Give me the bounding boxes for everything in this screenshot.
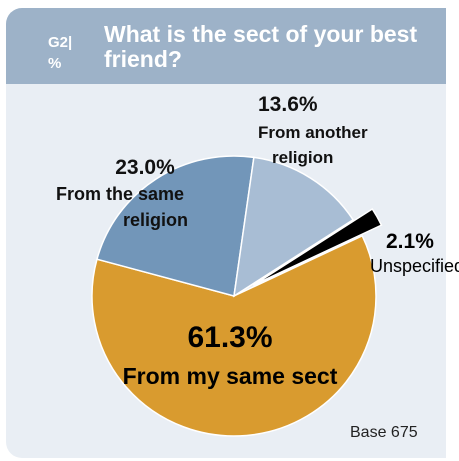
value-label-another-religion: 13.6%	[258, 93, 318, 116]
slice-another-religion	[233, 156, 355, 298]
category-label-unspecified: Unspecified	[370, 256, 459, 276]
value-label-unspecified: 2.1%	[386, 230, 434, 253]
category-label-same-religion-line1: From the same	[56, 184, 184, 204]
slice-unspecified	[252, 207, 383, 286]
question-code: G2| %	[48, 34, 73, 72]
value-label-same-religion: 23.0%	[115, 156, 175, 179]
slice-same-religion	[96, 155, 255, 297]
slice-same-sect	[91, 234, 377, 437]
header-bar	[6, 8, 446, 84]
category-label-same-sect: From my same sect	[123, 363, 338, 389]
value-label-same-sect: 61.3%	[187, 321, 272, 354]
category-label-same-religion-line2: religion	[123, 210, 188, 230]
category-label-another-religion-line2: religion	[272, 148, 333, 167]
chart-title: What is the sect of your best friend?	[104, 21, 418, 72]
base-count: Base 675	[350, 424, 418, 441]
category-label-another-religion-line1: From another	[258, 123, 368, 142]
